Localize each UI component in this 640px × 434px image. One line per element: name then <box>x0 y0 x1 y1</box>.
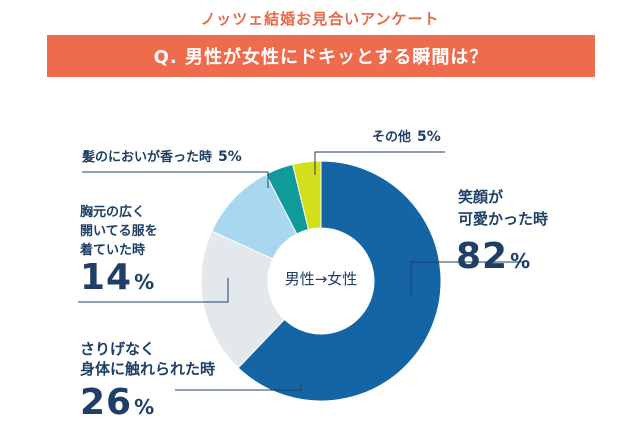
value-chest: 14% <box>80 257 155 298</box>
leader-hair <box>82 171 269 188</box>
value-smile-number: 82 <box>456 236 509 277</box>
label-touch: さりげなく 身体に触れられた時 <box>80 339 215 379</box>
label-hair: 髪のにおいが香った時 5% <box>82 148 242 167</box>
label-other-text: その他 <box>372 130 412 145</box>
value-smile: 82% <box>456 236 531 277</box>
leader-smile <box>410 261 525 296</box>
label-touch-line1: さりげなく <box>80 340 156 358</box>
value-chest-number: 14 <box>80 257 133 298</box>
value-smile-unit: % <box>510 249 532 273</box>
value-touch: 26% <box>80 382 155 423</box>
slice-touch <box>200 230 286 369</box>
slice-other <box>292 160 322 231</box>
leader-other <box>314 151 445 175</box>
slice-smile <box>237 160 442 402</box>
value-other-number: 5 <box>417 129 427 145</box>
label-smile: 笑顔が 可愛かった時 <box>458 186 548 230</box>
label-other: その他 5% <box>372 128 441 147</box>
label-chest-line1: 胸元の広く <box>80 205 146 220</box>
value-touch-unit: % <box>134 395 156 419</box>
survey-title: ノッツェ結婚お見合いアンケート <box>200 10 440 28</box>
value-chest-unit: % <box>134 270 156 294</box>
center-label: 男性→女性 <box>285 270 358 288</box>
leader-chest <box>78 278 229 303</box>
label-hair-text: 髪のにおいが香った時 <box>82 150 213 165</box>
question-banner: Q. 男性が女性にドキッとする瞬間は？ <box>47 35 595 77</box>
leader-touch <box>175 384 302 391</box>
label-chest-line2: 開いてる服を <box>80 224 158 239</box>
value-hair-number: 5 <box>218 149 228 165</box>
label-chest: 胸元の広く 開いてる服を 着ていた時 <box>80 203 158 260</box>
value-touch-number: 26 <box>80 382 133 423</box>
value-other-unit: % <box>426 129 441 145</box>
value-hair-unit: % <box>227 149 242 165</box>
label-chest-line3: 着ていた時 <box>80 243 146 258</box>
label-smile-line1: 笑顔が <box>458 188 504 206</box>
label-touch-line2: 身体に触れられた時 <box>80 360 216 378</box>
label-smile-line2: 可愛かった時 <box>458 210 549 228</box>
